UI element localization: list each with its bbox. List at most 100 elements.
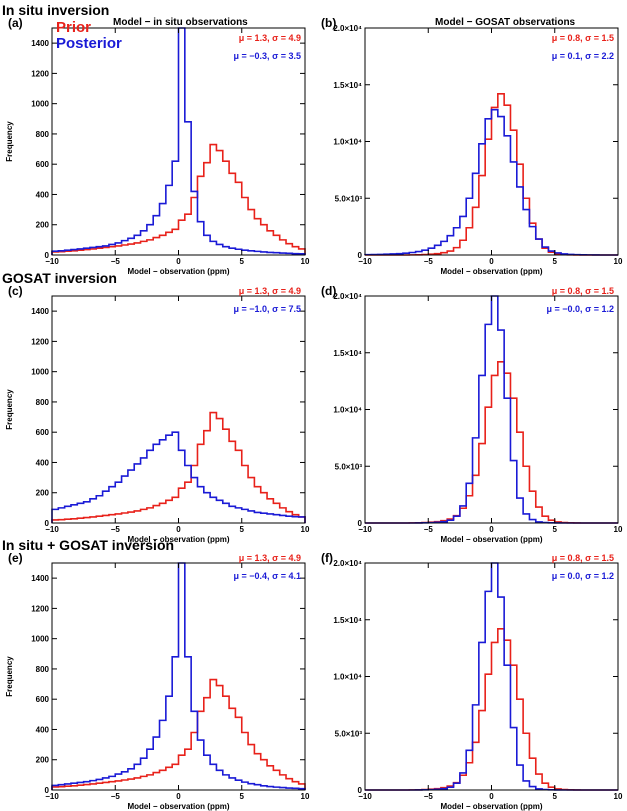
series-line-posterior	[365, 295, 618, 524]
y-axis-label: Frequency	[5, 389, 14, 430]
y-tick-label: 1.5×10⁴	[333, 349, 362, 358]
y-tick-label: 1200	[31, 337, 49, 346]
series-line-posterior	[51, 431, 306, 523]
histogram-a: −10 −5 0 5 10 0 200 400 600 800 1000 1200 1400 Model …	[5, 27, 310, 276]
panel-e: (e) −10 −5 0 5 10 0 200 400 600 800 1000 1200 1400 Mo…	[0, 549, 313, 811]
y-tick-label: 2.0×10⁴	[333, 559, 362, 568]
panel-label: (b)	[321, 16, 337, 30]
x-tick-label: 10	[301, 257, 310, 266]
series-line-prior	[365, 361, 618, 524]
prior-stat: μ = 1.3, σ = 4.9	[238, 33, 301, 43]
y-tick-label: 5.0×10³	[335, 729, 363, 738]
panel-label: (e)	[8, 551, 23, 565]
x-tick-label: 10	[614, 525, 623, 534]
row-title-gosat: GOSAT inversion	[2, 270, 117, 286]
x-tick-label: 10	[301, 792, 310, 801]
x-tick-label: −10	[358, 257, 372, 266]
y-tick-label: 0	[358, 519, 363, 528]
x-axis-label: Model − observation (ppm)	[127, 535, 229, 544]
y-tick-label: 200	[36, 221, 50, 230]
y-tick-label: 800	[36, 665, 50, 674]
y-tick-label: 5.0×10³	[335, 462, 363, 471]
histogram-b: −10 −5 0 5 10 0 5.0×10³ 1.0×10⁴ 1.5×10⁴ 2.0×10⁴ Mo…	[333, 24, 623, 276]
x-tick-label: 5	[553, 257, 558, 266]
x-tick-label: −10	[45, 525, 59, 534]
y-tick-label: 0	[45, 251, 50, 260]
x-axis-label: Model − observation (ppm)	[440, 535, 542, 544]
x-tick-label: 5	[240, 525, 245, 534]
panel-b: (b) Model − GOSAT observations −10 −5 0 5 10…	[313, 14, 626, 276]
y-tick-label: 0	[358, 786, 363, 795]
panel-c: (c) −10 −5 0 5 10 0 200 400 600 800 1000 1200 1400 Mo…	[0, 282, 313, 544]
plot-frame	[364, 295, 619, 524]
series-line-prior	[365, 628, 618, 791]
x-tick-label: 5	[553, 792, 558, 801]
panel-label: (d)	[321, 284, 337, 298]
y-tick-label: 1000	[31, 100, 49, 109]
y-tick-label: 800	[36, 398, 50, 407]
y-tick-label: 1400	[31, 39, 49, 48]
panel-a: (a) Model − in situ observations −10 −5 0 5…	[0, 14, 313, 276]
y-tick-label: 1.0×10⁴	[333, 138, 362, 147]
series-line-posterior	[51, 27, 306, 255]
x-axis-label: Model − observation (ppm)	[440, 802, 542, 811]
series-line-posterior	[51, 562, 306, 790]
x-tick-label: −5	[424, 525, 434, 534]
x-tick-label: −5	[111, 792, 121, 801]
panel-title: Model − in situ observations	[113, 17, 248, 28]
x-tick-label: −10	[45, 792, 59, 801]
posterior-stat: μ = −0.3, σ = 3.5	[233, 51, 301, 61]
legend-prior: Prior	[56, 19, 92, 36]
x-tick-label: 10	[301, 525, 310, 534]
y-axis-label: Frequency	[5, 121, 14, 162]
y-tick-label: 1400	[31, 307, 49, 316]
x-tick-label: 0	[489, 257, 494, 266]
y-tick-label: 1.0×10⁴	[333, 673, 362, 682]
x-tick-label: 0	[176, 792, 181, 801]
y-tick-label: 200	[36, 756, 50, 765]
panel-label: (c)	[8, 284, 23, 298]
x-tick-label: −5	[111, 525, 121, 534]
y-tick-label: 800	[36, 130, 50, 139]
x-tick-label: 10	[614, 257, 623, 266]
y-tick-label: 1.0×10⁴	[333, 406, 362, 415]
y-tick-label: 1200	[31, 69, 49, 78]
x-tick-label: −10	[45, 257, 59, 266]
legend-posterior: Posterior	[56, 35, 122, 52]
legend: Prior Posterior	[56, 20, 122, 52]
y-tick-label: 600	[36, 160, 50, 169]
y-tick-label: 400	[36, 190, 50, 199]
posterior-stat: μ = 0.0, σ = 1.2	[551, 571, 614, 581]
prior-stat: μ = 0.8, σ = 1.5	[551, 553, 614, 563]
posterior-stat: μ = −0.4, σ = 4.1	[233, 571, 301, 581]
panel-title: Model − GOSAT observations	[435, 17, 576, 28]
posterior-stat: μ = −1.0, σ = 7.5	[233, 304, 301, 314]
y-tick-label: 400	[36, 725, 50, 734]
y-tick-label: 5.0×10³	[335, 194, 363, 203]
x-tick-label: 0	[176, 525, 181, 534]
y-tick-label: 200	[36, 489, 50, 498]
y-tick-label: 2.0×10⁴	[333, 24, 362, 33]
panel-label: (a)	[8, 16, 23, 30]
x-tick-label: −5	[111, 257, 121, 266]
prior-stat: μ = 1.3, σ = 4.9	[238, 553, 301, 563]
x-tick-label: −10	[358, 525, 372, 534]
y-tick-label: 1400	[31, 574, 49, 583]
x-tick-label: 5	[553, 525, 558, 534]
x-axis-label: Model − observation (ppm)	[440, 267, 542, 276]
x-tick-label: −5	[424, 257, 434, 266]
posterior-stat: μ = −0.0, σ = 1.2	[546, 304, 614, 314]
y-tick-label: 1.5×10⁴	[333, 616, 362, 625]
y-axis-label: Frequency	[5, 656, 14, 697]
x-axis-label: Model − observation (ppm)	[127, 802, 229, 811]
y-tick-label: 0	[45, 786, 50, 795]
x-tick-label: 0	[489, 792, 494, 801]
y-tick-label: 1.5×10⁴	[333, 81, 362, 90]
y-tick-label: 0	[45, 519, 50, 528]
row-title-in-situ: In situ inversion	[2, 2, 110, 18]
histogram-f: −10 −5 0 5 10 0 5.0×10³ 1.0×10⁴ 1.5×10⁴ 2.0×10⁴ Mo…	[333, 559, 623, 811]
panel-label: (f)	[321, 551, 333, 565]
y-tick-label: 600	[36, 428, 50, 437]
x-tick-label: 5	[240, 257, 245, 266]
series-line-posterior	[364, 108, 618, 256]
